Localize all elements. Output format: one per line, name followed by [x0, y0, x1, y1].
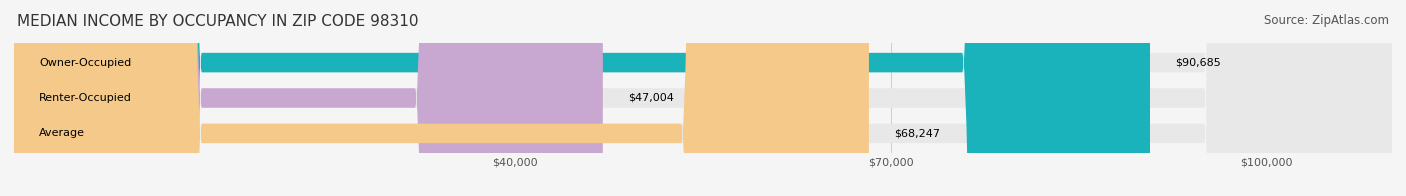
Text: $68,247: $68,247	[894, 128, 941, 138]
Text: Renter-Occupied: Renter-Occupied	[39, 93, 132, 103]
FancyBboxPatch shape	[14, 0, 1392, 196]
Text: Owner-Occupied: Owner-Occupied	[39, 58, 131, 68]
Text: $90,685: $90,685	[1175, 58, 1220, 68]
Text: Source: ZipAtlas.com: Source: ZipAtlas.com	[1264, 14, 1389, 27]
Text: MEDIAN INCOME BY OCCUPANCY IN ZIP CODE 98310: MEDIAN INCOME BY OCCUPANCY IN ZIP CODE 9…	[17, 14, 419, 29]
FancyBboxPatch shape	[14, 0, 1392, 196]
Text: $47,004: $47,004	[628, 93, 673, 103]
FancyBboxPatch shape	[14, 0, 1392, 196]
FancyBboxPatch shape	[14, 0, 869, 196]
FancyBboxPatch shape	[14, 0, 603, 196]
FancyBboxPatch shape	[14, 0, 1150, 196]
Text: Average: Average	[39, 128, 86, 138]
